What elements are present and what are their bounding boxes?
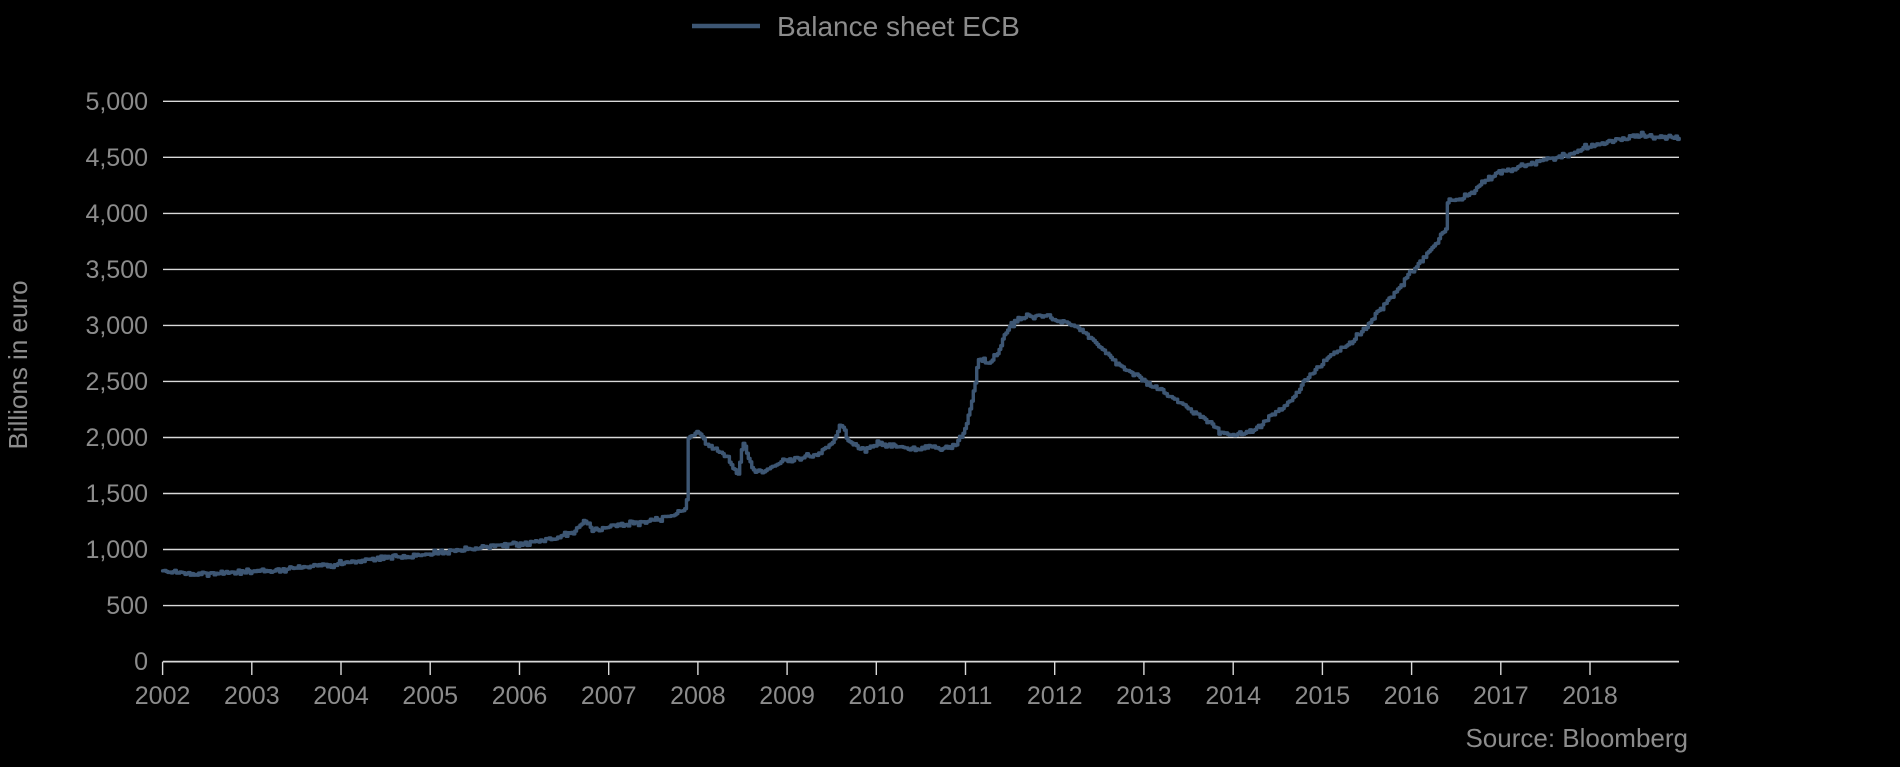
svg-text:2,500: 2,500: [85, 368, 148, 396]
svg-text:2,000: 2,000: [85, 424, 148, 452]
svg-text:2016: 2016: [1384, 682, 1440, 710]
svg-text:2003: 2003: [224, 682, 280, 710]
svg-text:2015: 2015: [1295, 682, 1351, 710]
svg-text:2008: 2008: [670, 682, 726, 710]
svg-text:2004: 2004: [313, 682, 369, 710]
svg-text:2011: 2011: [939, 682, 993, 710]
svg-text:1,500: 1,500: [85, 480, 148, 508]
svg-text:2005: 2005: [402, 682, 458, 710]
svg-text:2010: 2010: [848, 682, 904, 710]
svg-text:2009: 2009: [759, 682, 815, 710]
svg-text:4,500: 4,500: [85, 144, 148, 172]
svg-text:2007: 2007: [581, 682, 637, 710]
svg-text:3,500: 3,500: [85, 256, 148, 284]
svg-text:2002: 2002: [135, 682, 191, 710]
svg-text:Billions in euro: Billions in euro: [3, 280, 33, 449]
svg-text:5,000: 5,000: [85, 88, 148, 116]
svg-text:1,000: 1,000: [85, 536, 148, 564]
svg-text:Balance sheet ECB: Balance sheet ECB: [777, 11, 1020, 42]
svg-text:0: 0: [134, 648, 148, 676]
svg-text:2017: 2017: [1473, 682, 1529, 710]
svg-text:2012: 2012: [1027, 682, 1083, 710]
svg-text:4,000: 4,000: [85, 200, 148, 228]
svg-text:2014: 2014: [1205, 682, 1261, 710]
svg-text:2018: 2018: [1562, 682, 1618, 710]
svg-text:3,000: 3,000: [85, 312, 148, 340]
svg-text:2006: 2006: [492, 682, 548, 710]
svg-text:500: 500: [106, 592, 148, 620]
svg-text:Source: Bloomberg: Source: Bloomberg: [1465, 723, 1688, 753]
svg-text:2013: 2013: [1116, 682, 1172, 710]
